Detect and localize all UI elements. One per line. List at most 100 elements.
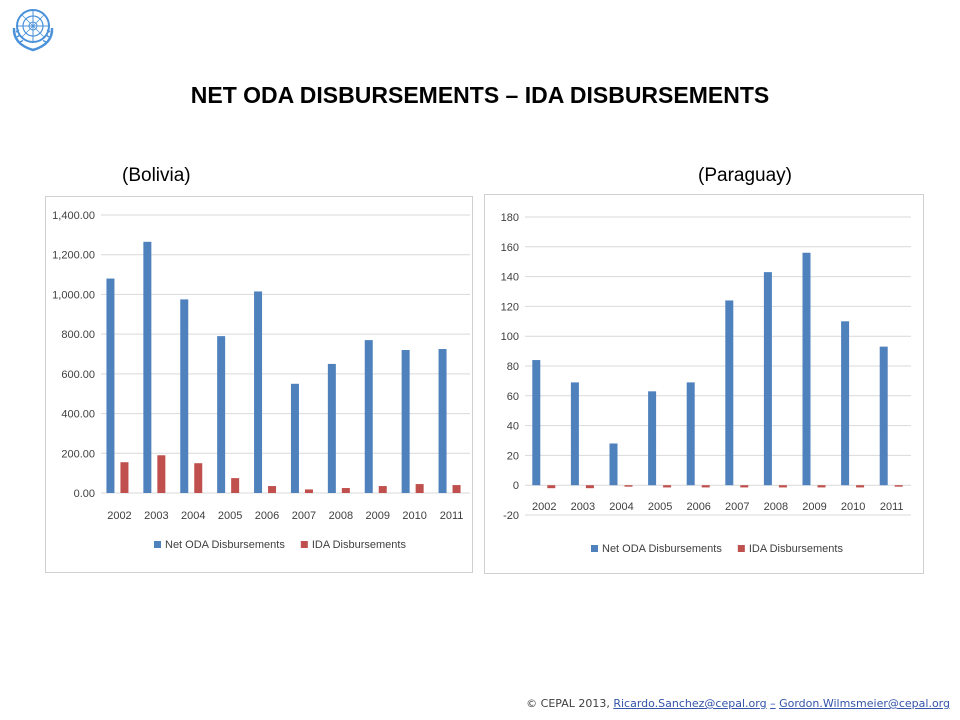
paraguay-legend-swatch [737, 545, 745, 552]
bolivia-legend-swatch [154, 541, 161, 548]
paraguay-x-tick-label: 2005 [648, 501, 672, 513]
paraguay-net-oda-bar [725, 300, 734, 486]
bolivia-net-oda-bar [401, 350, 410, 493]
bolivia-net-oda-bar [364, 340, 373, 493]
bolivia-ida-bar [304, 489, 313, 493]
bolivia-y-tick-label: 1,200.00 [52, 250, 95, 262]
footer-separator: – [770, 697, 776, 710]
paraguay-y-tick-label: 140 [501, 272, 519, 284]
paraguay-y-tick-label: 100 [501, 331, 519, 343]
bolivia-y-tick-label: 800.00 [61, 329, 95, 341]
bolivia-ida-bar [378, 486, 387, 493]
paraguay-x-tick-label: 2007 [725, 501, 749, 513]
paraguay-y-tick-label: 80 [507, 361, 519, 373]
paraguay-y-tick-label: 40 [507, 421, 519, 433]
bolivia-x-tick-label: 2008 [329, 510, 353, 522]
paraguay-x-tick-label: 2009 [802, 501, 826, 513]
paraguay-y-tick-label: 20 [507, 450, 519, 462]
bolivia-net-oda-bar [290, 383, 299, 493]
paraguay-legend-label: IDA Disbursements [749, 543, 844, 555]
paraguay-net-oda-bar [841, 321, 850, 486]
bolivia-x-tick-label: 2003 [144, 510, 168, 522]
bolivia-y-tick-label: 400.00 [61, 409, 95, 421]
bolivia-ida-bar [194, 463, 203, 493]
paraguay-y-tick-label: -20 [503, 510, 519, 522]
paraguay-chart-label: (Paraguay) [698, 165, 792, 186]
footer-credits: © CEPAL 2013, Ricardo.Sanchez@cepal.org … [526, 697, 950, 710]
paraguay-ida-bar [547, 485, 556, 489]
paraguay-net-oda-bar [532, 360, 541, 486]
paraguay-x-tick-label: 2010 [841, 501, 865, 513]
paraguay-ida-bar [624, 485, 633, 487]
bolivia-y-tick-label: 1,000.00 [52, 289, 95, 301]
bolivia-y-tick-label: 600.00 [61, 369, 95, 381]
bolivia-ida-bar [452, 485, 461, 493]
paraguay-ida-bar [894, 485, 903, 487]
bolivia-x-tick-label: 2002 [107, 510, 131, 522]
paraguay-y-tick-label: 160 [501, 242, 519, 254]
paraguay-ida-bar [701, 485, 710, 488]
bolivia-chart: 0.00 200.00 400.00 600.00 800.00 1,000.00 1,20… [45, 196, 473, 573]
paraguay-net-oda-bar [686, 382, 695, 486]
bolivia-net-oda-bar [180, 299, 189, 493]
bolivia-chart-label: (Bolivia) [122, 165, 191, 186]
paraguay-y-tick-label: 60 [507, 391, 519, 403]
bolivia-x-tick-label: 2004 [181, 510, 205, 522]
paraguay-x-tick-label: 2003 [571, 501, 595, 513]
bolivia-net-oda-bar [327, 363, 336, 493]
bolivia-net-oda-bar [438, 349, 447, 493]
paraguay-x-tick-label: 2002 [532, 501, 556, 513]
bolivia-net-oda-bar [254, 291, 263, 493]
paraguay-chart-svg: -20 0 20 40 60 80 100 120 140 160 180 2002 2003 2004 2… [501, 212, 911, 555]
bolivia-net-oda-bar [106, 278, 115, 493]
bolivia-ida-bar [157, 455, 166, 493]
bolivia-x-tick-label: 2005 [218, 510, 242, 522]
bolivia-x-tick-label: 2007 [292, 510, 316, 522]
bolivia-chart-svg: 0.00 200.00 400.00 600.00 800.00 1,000.00 1,20… [52, 210, 470, 551]
bolivia-y-tick-label: 1,400.00 [52, 210, 95, 222]
footer-link-sanchez[interactable]: Ricardo.Sanchez@cepal.org [613, 697, 767, 710]
bolivia-net-oda-bar [143, 241, 152, 493]
paraguay-ida-bar [663, 485, 672, 488]
paraguay-ida-bar [740, 485, 749, 488]
paraguay-ida-bar [778, 485, 787, 488]
bolivia-x-tick-label: 2011 [440, 510, 464, 522]
bolivia-net-oda-bar [217, 336, 226, 493]
bolivia-ida-bar [231, 478, 240, 493]
bolivia-legend-label: Net ODA Disbursements [165, 539, 285, 551]
bolivia-ida-bar [415, 484, 424, 493]
bolivia-y-tick-label: 200.00 [61, 448, 95, 460]
paraguay-ida-bar [817, 485, 826, 488]
paraguay-y-tick-label: 120 [501, 301, 519, 313]
paraguay-x-tick-label: 2011 [880, 501, 904, 513]
paraguay-net-oda-bar [802, 252, 811, 486]
footer-link-wilmsmeier[interactable]: Gordon.Wilmsmeier@cepal.org [779, 697, 950, 710]
paraguay-y-tick-label: 180 [501, 212, 519, 224]
paraguay-ida-bar [856, 485, 865, 488]
paraguay-net-oda-bar [763, 272, 772, 486]
bolivia-ida-bar [120, 462, 129, 493]
page-title: NET ODA DISBURSEMENTS – IDA DISBURSEMENT… [190, 82, 770, 108]
bolivia-x-tick-label: 2009 [366, 510, 390, 522]
paraguay-x-tick-label: 2008 [764, 501, 788, 513]
bolivia-legend-swatch [300, 541, 308, 548]
footer-copyright: © CEPAL 2013, [526, 697, 610, 710]
paraguay-x-tick-label: 2006 [686, 501, 710, 513]
bolivia-ida-bar [268, 486, 277, 493]
paraguay-net-oda-bar [609, 443, 618, 486]
un-emblem-icon [12, 9, 54, 52]
bolivia-ida-bar [341, 488, 350, 493]
bolivia-x-tick-label: 2010 [402, 510, 426, 522]
bolivia-legend-label: IDA Disbursements [312, 539, 407, 551]
paraguay-net-oda-bar [879, 346, 888, 486]
paraguay-y-tick-label: 0 [513, 480, 519, 492]
paraguay-chart: -20 0 20 40 60 80 100 120 140 160 180 2002 2003 2004 2… [484, 194, 924, 574]
paraguay-legend-label: Net ODA Disbursements [602, 543, 722, 555]
bolivia-x-tick-label: 2006 [255, 510, 279, 522]
paraguay-ida-bar [585, 485, 594, 489]
paraguay-legend-swatch [591, 545, 598, 552]
paraguay-net-oda-bar [648, 391, 657, 486]
paraguay-x-tick-label: 2004 [609, 501, 633, 513]
bolivia-y-tick-label: 0.00 [74, 488, 95, 500]
paraguay-net-oda-bar [570, 382, 579, 486]
